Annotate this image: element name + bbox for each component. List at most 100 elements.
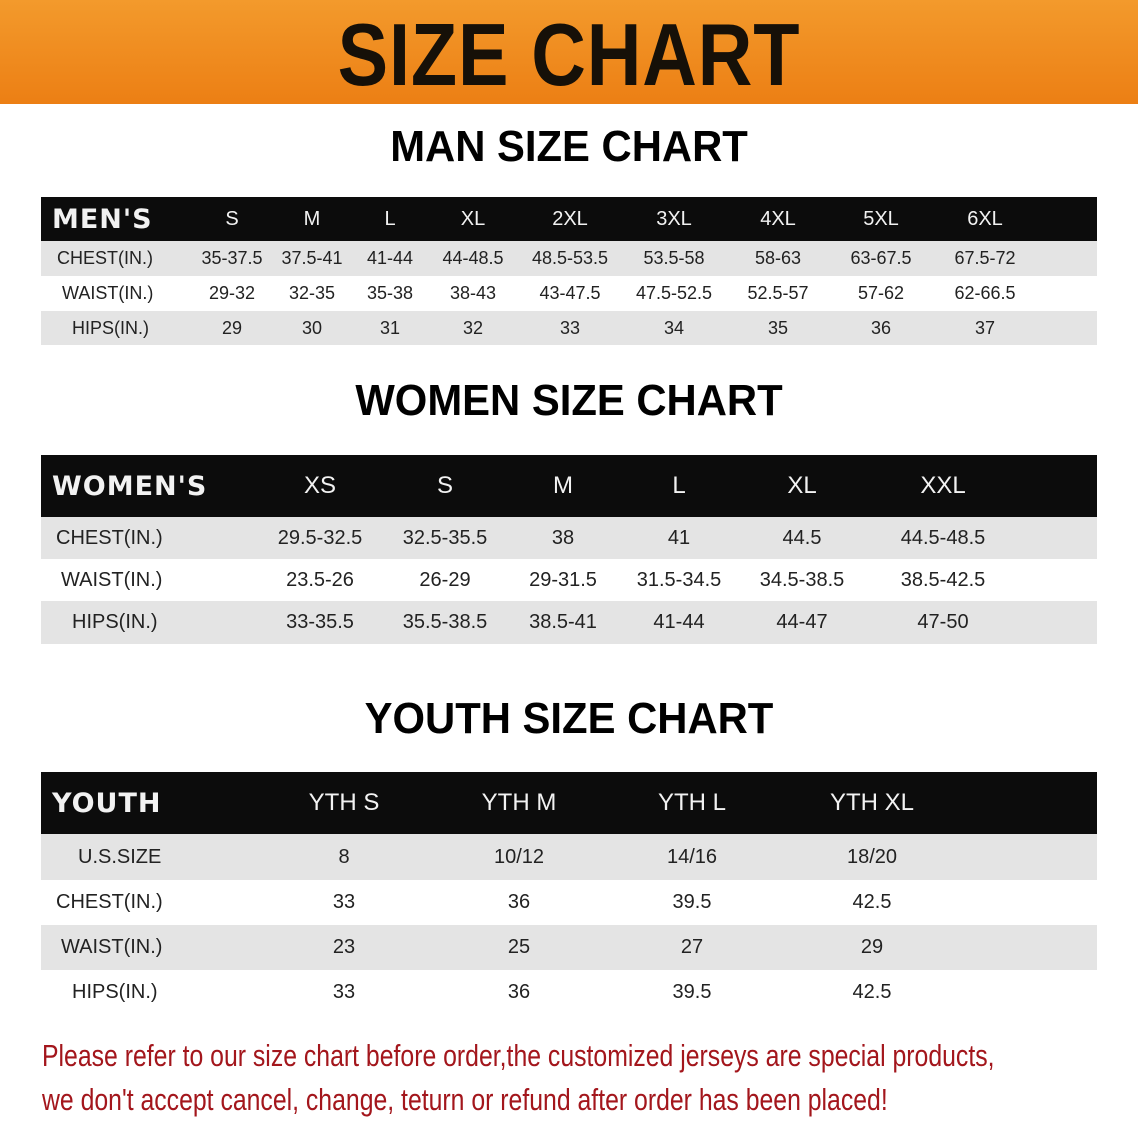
row-label: WAIST(IN.): [61, 936, 163, 958]
table-cell: 25: [507, 936, 531, 958]
size-column-header: XS: [303, 472, 336, 499]
table-cell: 35-37.5: [201, 248, 263, 268]
table-cell: 47.5-52.5: [635, 283, 713, 303]
table-cell: 63-67.5: [850, 248, 912, 268]
table-cell: 41-44: [653, 611, 705, 633]
table-cell: 36: [870, 317, 892, 338]
table-cell: 32.5-35.5: [402, 526, 488, 549]
table-cell: 43-47.5: [539, 283, 601, 303]
table-cell: 42.5: [852, 981, 892, 1003]
table-cell: 33: [559, 317, 581, 338]
table-cell: 57-62: [857, 283, 905, 303]
table-row: CHEST(IN.) 35-37.5 37.5-41 41-44 44-48.5 48.5…: [41, 241, 1097, 276]
table-header-row: WOMEN'S XS S M L XL XXL: [41, 455, 1097, 517]
row-label: CHEST(IN.): [56, 891, 163, 913]
table-cell: 42.5: [852, 891, 892, 913]
table-cell: 14/16: [666, 845, 718, 868]
table-row: WAIST(IN.) 29-32 32-35 35-38 38-43 43-47.5 47.…: [41, 276, 1097, 311]
size-column-header: YTH S: [308, 789, 380, 816]
table-row: WAIST(IN.) 23 25 27 29: [41, 925, 1097, 970]
size-column-header: M: [553, 472, 573, 499]
men-section-title: MAN SIZE CHART: [390, 122, 748, 171]
table-cell: 32-35: [288, 283, 336, 303]
table-cell: 10/12: [493, 845, 545, 868]
size-column-header: YTH L: [657, 789, 726, 816]
women-size-table: WOMEN'S XS S M L XL XXL CHEST(IN.) 29.5-32.5 32.5…: [41, 455, 1097, 644]
table-header-row: YOUTH YTH S YTH M YTH L YTH XL: [41, 772, 1097, 834]
table-cell: 38: [551, 526, 575, 549]
table-cell: 37: [974, 317, 996, 338]
table-cell: 39.5: [672, 891, 712, 913]
table-header-title: YOUTH: [52, 787, 162, 819]
table-cell: 41-44: [366, 248, 414, 268]
table-cell: 23.5-26: [286, 568, 354, 591]
size-column-header: XL: [787, 472, 817, 499]
row-label: U.S.SIZE: [78, 845, 162, 868]
size-column-header: M: [303, 207, 321, 230]
table-row: U.S.SIZE 8 10/12 14/16 18/20: [41, 834, 1097, 880]
banner-title: SIZE CHART: [337, 5, 801, 104]
table-cell: 62-66.5: [954, 283, 1016, 303]
table-header-row: MEN'S S M L XL 2XL 3XL 4XL 5XL 6XL: [41, 197, 1097, 241]
size-column-header: L: [384, 207, 396, 230]
table-cell: 35.5-38.5: [402, 611, 488, 633]
banner: SIZE CHART: [0, 0, 1138, 104]
table-cell: 31: [379, 317, 401, 338]
table-cell: 18/20: [846, 845, 898, 868]
table-cell: 44.5-48.5: [900, 526, 986, 549]
size-column-header: 6XL: [967, 207, 1003, 230]
table-cell: 33: [332, 891, 356, 913]
table-cell: 23: [332, 936, 356, 958]
table-row: CHEST(IN.) 33 36 39.5 42.5: [41, 880, 1097, 925]
table-cell: 35: [767, 317, 789, 338]
row-label: HIPS(IN.): [72, 611, 158, 633]
size-column-header: S: [436, 472, 453, 499]
table-row: HIPS(IN.) 33-35.5 35.5-38.5 38.5-41 41-44 44-…: [41, 601, 1097, 644]
table-cell: 44-47: [776, 611, 828, 633]
size-column-header: 5XL: [863, 207, 899, 230]
notice-line-1: Please refer to our size chart before or…: [42, 1038, 995, 1073]
table-cell: 44-48.5: [442, 248, 504, 268]
men-size-table: MEN'S S M L XL 2XL 3XL 4XL 5XL 6XL CHEST(IN.) 35-37…: [41, 197, 1097, 345]
table-cell: 39.5: [672, 981, 712, 1003]
youth-size-table: YOUTH YTH S YTH M YTH L YTH XL U.S.SIZE 8 10/12…: [41, 772, 1097, 1015]
size-column-header: YTH XL: [829, 789, 915, 816]
table-cell: 44.5: [782, 526, 822, 549]
table-cell: 48.5-53.5: [531, 248, 609, 268]
table-cell: 36: [507, 981, 531, 1003]
table-cell: 29-31.5: [529, 568, 597, 591]
row-label: CHEST(IN.): [56, 526, 163, 549]
table-cell: 52.5-57: [747, 283, 809, 303]
size-column-header: YTH M: [481, 789, 557, 816]
table-cell: 29: [221, 317, 243, 338]
women-section-title: WOMEN SIZE CHART: [355, 376, 783, 425]
table-header-title: MEN'S: [52, 203, 153, 235]
size-column-header: XXL: [920, 472, 966, 499]
size-column-header: S: [225, 207, 239, 230]
table-cell: 8: [338, 845, 350, 868]
row-label: HIPS(IN.): [72, 317, 150, 338]
table-row: WAIST(IN.) 23.5-26 26-29 29-31.5 31.5-34.5 34…: [41, 559, 1097, 601]
table-cell: 38.5-41: [529, 611, 597, 633]
size-column-header: 2XL: [552, 207, 588, 230]
table-cell: 32: [462, 317, 484, 338]
table-cell: 30: [301, 317, 323, 338]
row-label: CHEST(IN.): [57, 248, 153, 268]
table-cell: 38.5-42.5: [900, 568, 986, 591]
size-column-header: 3XL: [656, 207, 692, 230]
table-cell: 26-29: [419, 568, 471, 591]
table-cell: 29: [860, 936, 884, 958]
table-row: HIPS(IN.) 33 36 39.5 42.5: [41, 970, 1097, 1015]
row-label: WAIST(IN.): [61, 568, 163, 591]
table-cell: 29-32: [208, 283, 256, 303]
table-cell: 58-63: [754, 248, 802, 268]
table-row: HIPS(IN.) 29 30 31 32 33 34 35 36 37: [41, 311, 1097, 345]
row-label: WAIST(IN.): [62, 283, 154, 303]
size-column-header: 4XL: [760, 207, 796, 230]
table-cell: 34: [663, 317, 685, 338]
table-cell: 36: [507, 891, 531, 913]
table-cell: 33: [332, 981, 356, 1003]
size-column-header: XL: [460, 207, 486, 230]
table-cell: 34.5-38.5: [759, 568, 845, 591]
table-cell: 53.5-58: [643, 248, 705, 268]
